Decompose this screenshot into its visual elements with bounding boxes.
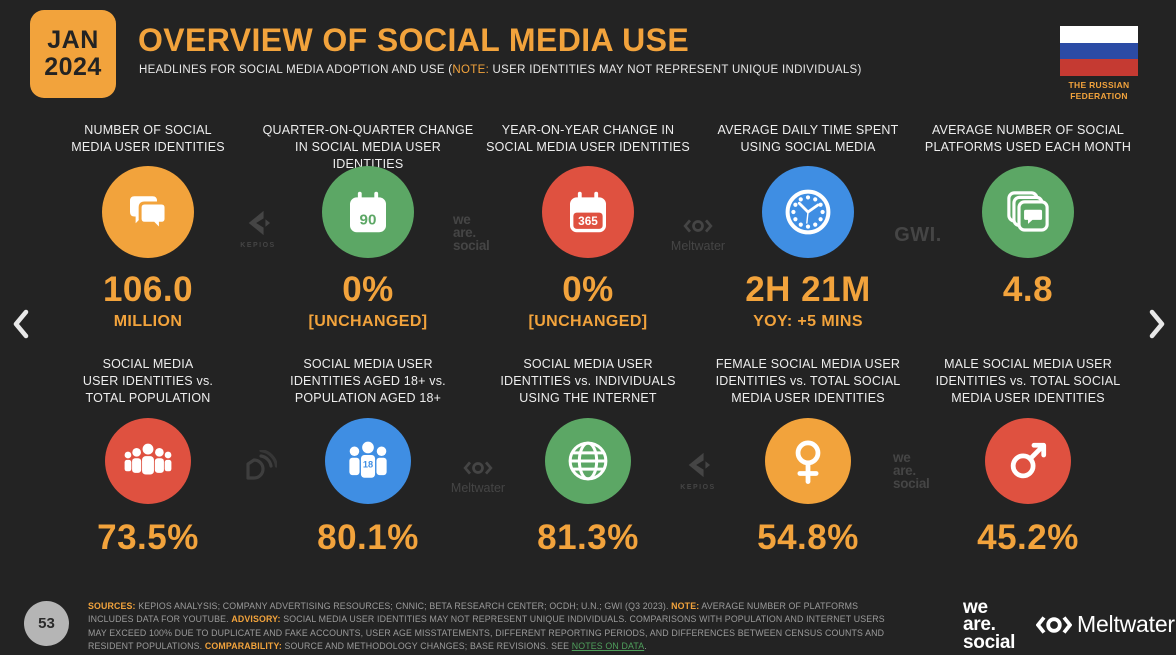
country-label: THE RUSSIAN FEDERATION [1068, 80, 1130, 102]
stat-label: AVERAGE DAILY TIME SPENT USING SOCIAL ME… [717, 123, 899, 154]
date-month: JAN [47, 26, 99, 54]
stat-card-user-identities: NUMBER OF SOCIAL MEDIA USER IDENTITIES 1… [38, 118, 258, 333]
stat-label: SOCIAL MEDIA USER IDENTITIES vs. INDIVID… [500, 357, 676, 405]
kepios-logo-icon [248, 210, 271, 236]
meltwater-watermark: Meltwater [436, 460, 520, 495]
stat-value: 0% [562, 270, 614, 309]
gwi-watermark: GWI. [894, 224, 942, 246]
kepios-watermark: KEPIOS [230, 210, 286, 249]
stat-card-yoy-change: YEAR-ON-YEAR CHANGE IN SOCIAL MEDIA USER… [478, 118, 698, 333]
subtitle-prefix: HEADLINES FOR SOCIAL MEDIA ADOPTION AND … [139, 64, 453, 76]
meltwater-watermark: Meltwater [656, 218, 740, 253]
stat-card-vs-population: SOCIAL MEDIA USER IDENTITIES vs. TOTAL P… [38, 352, 258, 558]
stat-subvalue: MILLION [113, 313, 183, 330]
stat-value: 4.8 [1002, 270, 1054, 309]
page-title: OVERVIEW OF SOCIAL MEDIA USE [138, 22, 690, 58]
stat-value: 81.3% [537, 518, 639, 557]
notes-on-data-link[interactable]: NOTES ON DATA [571, 641, 645, 652]
we-are-social-watermark: we are. social [453, 212, 490, 253]
stat-card-male-share: MALE SOCIAL MEDIA USER IDENTITIES vs. TO… [918, 352, 1138, 558]
people-18-icon: 18 [325, 418, 411, 504]
stat-label: QUARTER-ON-QUARTER CHANGE IN SOCIAL MEDI… [262, 123, 474, 171]
people-group-icon [105, 418, 191, 504]
stat-subvalue: YOY: +5 MINS [753, 313, 863, 330]
page-subtitle: HEADLINES FOR SOCIAL MEDIA ADOPTION AND … [139, 64, 862, 76]
meltwater-logo-icon [463, 461, 493, 475]
stats-row-2: SOCIAL MEDIA USER IDENTITIES vs. TOTAL P… [38, 352, 1138, 558]
advisory-label: ADVISORY: [231, 614, 281, 625]
page-number-badge: 53 [24, 601, 69, 646]
svg-text:18: 18 [363, 460, 373, 470]
stats-row-1: NUMBER OF SOCIAL MEDIA USER IDENTITIES 1… [38, 118, 1138, 333]
stat-label: AVERAGE NUMBER OF SOCIAL PLATFORMS USED … [924, 123, 1132, 154]
note-text: AVERAGE NUMBER OF PLATFORMS INCLUDES DAT… [88, 601, 859, 625]
stat-value: 106.0 [102, 270, 194, 309]
chat-bubbles-icon [102, 166, 194, 258]
female-icon [765, 418, 851, 504]
page-number: 53 [38, 615, 55, 632]
stacked-cards-icon [982, 166, 1074, 258]
footer-notes: SOURCES: KEPIOS ANALYSIS; COMPANY ADVERT… [88, 600, 906, 653]
globe-icon [545, 418, 631, 504]
calendar-365-icon: 365 [542, 166, 634, 258]
stat-label: YEAR-ON-YEAR CHANGE IN SOCIAL MEDIA USER… [486, 123, 690, 154]
flag-stripe-white [1060, 26, 1138, 43]
meltwater-logo-icon [1036, 615, 1072, 634]
svg-text:90: 90 [360, 211, 377, 228]
kepios-logo-icon [688, 452, 711, 478]
stat-card-aged-18: SOCIAL MEDIA USER IDENTITIES AGED 18+ vs… [258, 352, 478, 558]
sources-label: SOURCES: [88, 601, 136, 611]
svg-text:365: 365 [578, 214, 598, 228]
stat-card-qoq-change: QUARTER-ON-QUARTER CHANGE IN SOCIAL MEDI… [258, 118, 478, 333]
stat-value: 54.8% [757, 518, 859, 557]
male-icon [985, 418, 1071, 504]
advisory-text: SOCIAL MEDIA USER IDENTITIES MAY NOT REP… [88, 614, 885, 652]
stat-card-daily-time: AVERAGE DAILY TIME SPENT USING SOCIAL ME… [698, 118, 918, 333]
calendar-90-icon: 90 [322, 166, 414, 258]
subtitle-suffix: USER IDENTITIES MAY NOT REPRESENT UNIQUE… [489, 64, 862, 76]
stat-label: MALE SOCIAL MEDIA USER IDENTITIES vs. TO… [935, 357, 1121, 405]
flag-stripe-red [1060, 59, 1138, 77]
broadcast-icon [246, 448, 279, 480]
stat-value: 45.2% [977, 518, 1079, 557]
stat-value: 2H 21M [745, 270, 871, 309]
next-arrow[interactable] [1146, 306, 1168, 342]
stat-label: NUMBER OF SOCIAL MEDIA USER IDENTITIES [71, 123, 225, 154]
kepios-watermark: KEPIOS [670, 452, 726, 491]
stat-subvalue: [UNCHANGED] [308, 313, 428, 330]
flag-stripe-blue [1060, 42, 1138, 60]
comparability-label: COMPARABILITY: [204, 641, 282, 652]
chevron-left-icon [13, 309, 29, 339]
russia-flag-icon [1060, 26, 1138, 77]
meltwater-logo: Meltwater [1036, 611, 1175, 638]
date-year: 2024 [44, 53, 102, 81]
meltwater-logo-icon [683, 219, 713, 233]
date-badge: JAN 2024 [30, 10, 116, 98]
stat-card-platforms-per-month: AVERAGE NUMBER OF SOCIAL PLATFORMS USED … [918, 118, 1138, 333]
clock-icon [762, 166, 854, 258]
stat-label: FEMALE SOCIAL MEDIA USER IDENTITIES vs. … [715, 357, 901, 405]
stat-card-vs-internet-users: SOCIAL MEDIA USER IDENTITIES vs. INDIVID… [478, 352, 698, 558]
chevron-right-icon [1149, 309, 1165, 339]
stat-subvalue: [UNCHANGED] [528, 313, 648, 330]
stat-value: 73.5% [97, 518, 199, 557]
sources-text: KEPIOS ANALYSIS; COMPANY ADVERTISING RES… [135, 601, 672, 611]
comparability-text: SOURCE AND METHODOLOGY CHANGES; BASE REV… [281, 641, 572, 652]
subtitle-note-label: NOTE: [452, 64, 490, 76]
previous-arrow[interactable] [10, 306, 32, 342]
footer-period: . [644, 641, 647, 652]
broadcast-watermark [236, 448, 284, 491]
note-label: NOTE: [671, 601, 700, 611]
we-are-social-logo: we are. social [963, 597, 1016, 653]
stat-card-female-share: FEMALE SOCIAL MEDIA USER IDENTITIES vs. … [698, 352, 918, 558]
stat-label: SOCIAL MEDIA USER IDENTITIES vs. TOTAL P… [82, 357, 214, 405]
we-are-social-watermark: we are. social [893, 450, 930, 491]
stat-value: 0% [342, 270, 394, 309]
stat-value: 80.1% [317, 518, 419, 557]
stat-label: SOCIAL MEDIA USER IDENTITIES AGED 18+ vs… [290, 357, 446, 405]
